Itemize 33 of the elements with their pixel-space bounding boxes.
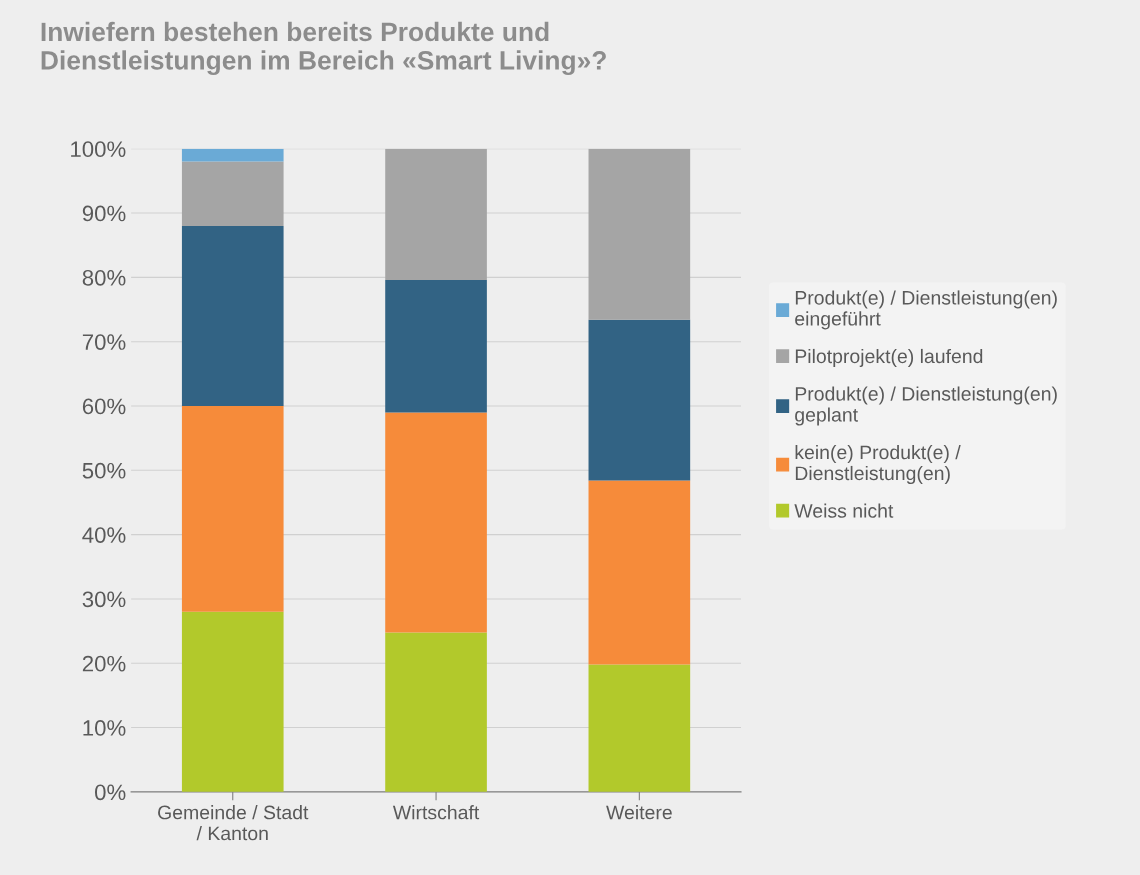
bar	[385, 148, 487, 280]
legend-label: kein(e) Produkt(e) / Dienstleistung(en)	[795, 444, 961, 485]
bar	[588, 664, 691, 792]
legend-label: Produkt(e) / Dienstleistung(en) eingeführt	[795, 290, 1057, 330]
x-tick-label: Wirtschaft	[392, 805, 480, 820]
y-tick-label: 90%	[82, 205, 126, 222]
legend-label: Pilotprojekt(e) laufend	[795, 348, 983, 368]
bar	[181, 225, 284, 406]
y-tick-label: 50%	[82, 462, 126, 479]
bar	[181, 406, 284, 612]
y-tick-label: 60%	[82, 398, 126, 415]
bar	[181, 148, 284, 162]
legend-label: Weiss nicht	[794, 503, 894, 518]
y-tick-label: 30%	[82, 591, 126, 608]
y-tick-label: 70%	[82, 334, 126, 350]
y-tick-label: 10%	[83, 720, 126, 736]
bar	[181, 611, 284, 792]
y-tick-label: 0%	[94, 784, 126, 801]
bar	[588, 148, 691, 320]
x-tick-label: Weitere	[606, 805, 672, 820]
bar	[181, 161, 284, 226]
y-tick-label: 80%	[82, 269, 126, 286]
bar	[385, 279, 487, 413]
legend-label: Produkt(e) / Dienstleistung(en) geplant	[795, 386, 1057, 426]
bar	[588, 480, 691, 665]
x-tick-label: Gemeinde / Stadt / Kanton	[158, 805, 309, 841]
y-tick-label: 100%	[71, 141, 126, 158]
bar	[385, 412, 487, 633]
bar	[588, 319, 691, 481]
bar	[385, 632, 487, 792]
y-tick-label: 20%	[82, 655, 126, 672]
chart-title: Inwiefern bestehen bereits Produkte und Dienstleistungen im Bereich «Smart Living»?	[41, 21, 606, 76]
y-tick-label: 40%	[82, 527, 126, 543]
